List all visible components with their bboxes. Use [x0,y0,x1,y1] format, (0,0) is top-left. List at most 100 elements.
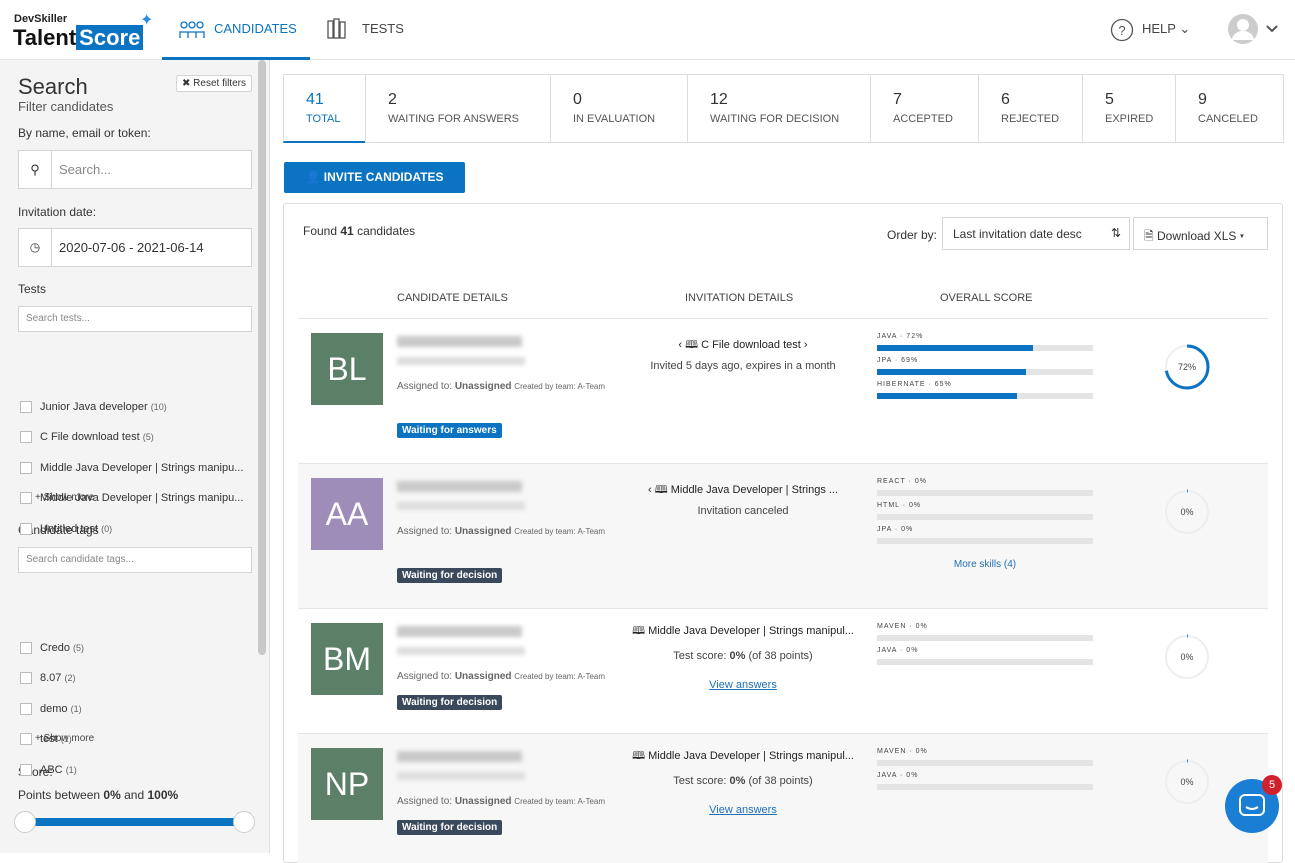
status-tab[interactable]: 12 WAITING FOR DECISION [687,74,871,143]
score-ring: 0% [1164,634,1210,680]
status-badge: Waiting for decision [397,820,503,835]
checkbox [20,461,32,474]
invited-test: ‹ 🕮 C File download test › [678,339,808,351]
score-arc [1164,759,1210,805]
checkbox [20,763,32,776]
filter-option[interactable]: Middle Java Developer | Strings manipu..… [20,462,243,474]
tests-label: Tests [18,282,47,296]
slider-handle[interactable] [14,811,36,833]
more-skills[interactable]: More skills (4) [953,559,1017,570]
option-count: (10) [150,402,167,412]
skill-track [877,490,1093,496]
status-tab[interactable]: 6 REJECTED [978,74,1083,143]
option-name: 8.07 [40,672,62,685]
assigned-label: Assigned to: [397,526,453,537]
name-label: By name, email or token: [18,126,151,140]
status-tab[interactable]: 5 EXPIRED [1082,74,1176,143]
logo-talent: Talent [13,25,77,50]
show-more[interactable]: + Show more [35,733,95,744]
search-input[interactable]: ⚲ Search... [18,150,252,189]
option-name: test [40,733,58,746]
date-input[interactable]: ◷ 2020-07-06 - 2021-06-14 [18,228,252,267]
view-answers[interactable]: View answers [709,804,777,816]
skill-track [877,635,1093,641]
test-score-value: 0% [729,775,746,787]
option-count: (1) [65,764,77,775]
nav-tests[interactable]: TESTS [362,21,404,36]
candidate-name [397,626,522,637]
status-tab[interactable]: 2 WAITING FOR ANSWERS [365,74,551,143]
tags-search[interactable]: Search candidate tags... [18,547,252,573]
chat-badge: 5 [1262,775,1282,795]
tab-label: TOTAL [306,113,341,125]
points-text: Points between 0% and 100% [18,788,178,802]
download-button[interactable]: 🗎 Download XLS ▾ [1133,217,1268,250]
candidate-row[interactable]: BL Assigned to: Unassigned Created by tea… [298,318,1268,463]
invited-test: 🕮 Middle Java Developer | Strings manipu… [632,625,854,637]
order-select[interactable]: Last invitation date desc ⇅ [942,217,1130,250]
option-count: (5) [142,432,154,443]
help[interactable]: HELP ⌄ [1142,21,1191,36]
status-badge: Waiting for decision [397,568,503,583]
user-menu[interactable] [1227,13,1282,45]
filter-option[interactable]: Middle Java Developer | Strings manipu..… [20,492,243,505]
option-name: ABC [40,763,63,776]
test-score: Test score: 0% (of 38 points) [628,775,858,787]
logo[interactable]: Talent Score [13,25,144,51]
show-more-label: Show more [43,733,95,744]
test-score-value: 0% [729,650,746,662]
candidate-row[interactable]: AA Assigned to: Unassigned Created by tea… [298,463,1268,608]
option-count: (2) [64,673,76,684]
reset-filters[interactable]: ✖ Reset filters [176,75,252,92]
found-text: Found 41 candidates [303,224,415,238]
status-tab[interactable]: 7 ACCEPTED [870,74,979,143]
tab-label: ACCEPTED [893,113,953,125]
filter-option[interactable]: test (1) [20,733,72,746]
filter-option[interactable]: Untitled test (0) [20,523,112,535]
candidate-row[interactable]: NP Assigned to: Unassigned Created by tea… [298,733,1268,863]
skill-track [877,345,1093,351]
status-tab[interactable]: 9 CANCELED [1175,74,1284,143]
assignment: Assigned to: Unassigned Created by team:… [397,376,607,397]
search-title: Search [18,74,88,99]
logo-top: DevSkiller [14,13,68,25]
skill-label: JPA · 69% [877,357,919,364]
tab-count: 5 [1105,91,1114,108]
filter-option[interactable]: Credo (5) [20,642,85,655]
option-count: (5) [73,643,85,653]
invitation-note: Invitation canceled [697,505,789,517]
view-answers[interactable]: View answers [709,679,777,691]
status-tab[interactable]: 41 TOTAL [283,74,366,143]
assigned-label: Assigned to: [397,671,453,682]
candidate-row[interactable]: BM Assigned to: Unassigned Created by tea… [298,608,1268,733]
candidate-name [397,751,522,762]
tab-count: 0 [573,91,582,108]
chat-button[interactable]: 5 [1225,775,1282,833]
tests-search[interactable]: Search tests... [18,306,252,332]
filter-option[interactable]: C File download test (5) [20,431,154,444]
score-label: 0% [1180,507,1193,517]
show-more[interactable]: + Show more [35,492,95,503]
candidate-name [397,481,522,492]
avatar-initials: AA [325,496,369,532]
option-count: (1) [70,703,82,714]
status-tab[interactable]: 0 IN EVALUATION [550,74,688,143]
nav-candidates[interactable]: CANDIDATES [214,21,297,36]
option-name: Credo [40,642,70,654]
filter-option[interactable]: 8.07 (2) [20,672,76,685]
score-label: 72% [1178,362,1196,372]
created-by: Created by team: A-Team [514,797,606,806]
score-slider[interactable] [24,818,244,826]
filter-option[interactable]: demo (1) [20,703,82,715]
slider-handle[interactable] [233,811,255,833]
checkbox [20,733,32,746]
invite-button[interactable]: 👤 INVITE CANDIDATES [284,162,465,193]
points-max: 100% [147,788,179,802]
filter-option[interactable]: Junior Java developer (10) [20,401,167,414]
filter-option[interactable]: ABC (1) [20,764,77,776]
skill-label: JPA · 0% [877,526,914,533]
skill-label: MAVEN · 0% [877,623,928,630]
svg-text:?: ? [1118,23,1125,38]
scrollbar[interactable] [258,60,266,655]
tab-label: WAITING FOR ANSWERS [388,113,519,125]
